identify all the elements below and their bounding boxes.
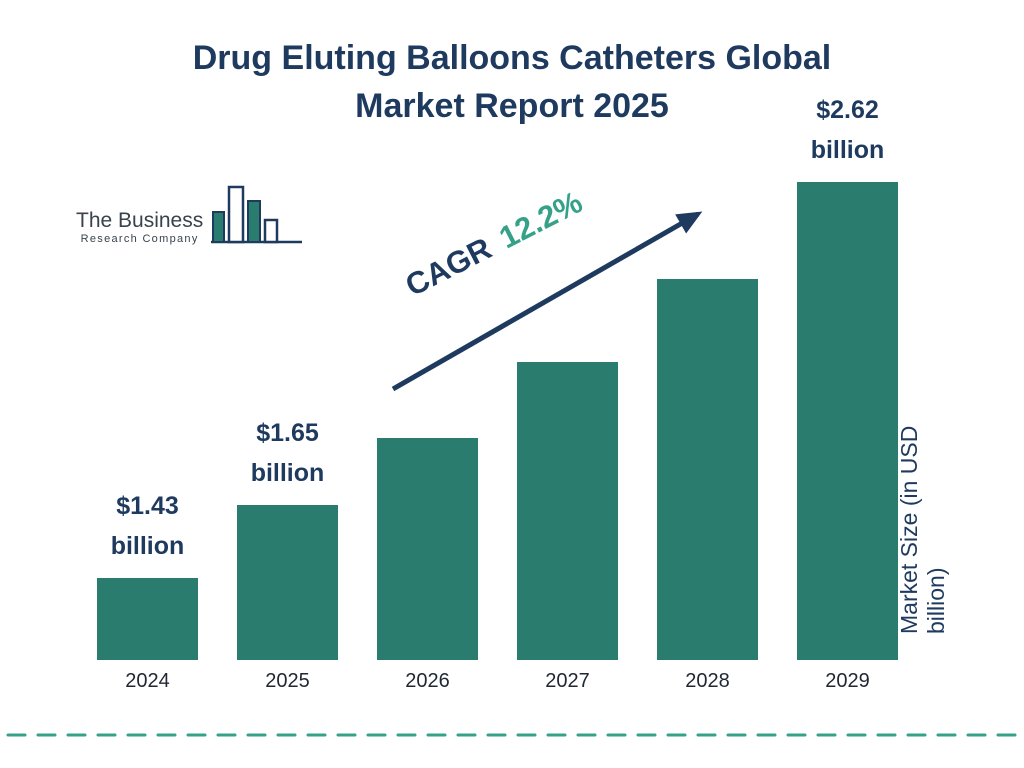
value-label-2029: $2.62 billion bbox=[773, 90, 923, 170]
x-axis-label-2026: 2026 bbox=[405, 670, 450, 692]
x-axis-label-2029: 2029 bbox=[825, 670, 870, 692]
bar-2024 bbox=[97, 578, 198, 660]
bar-2029 bbox=[797, 182, 898, 660]
value-label-unit: billion bbox=[250, 459, 325, 487]
logo-text-secondary: Research Company bbox=[80, 233, 199, 245]
page-title-line1: Drug Eluting Balloons Catheters Global bbox=[192, 39, 832, 77]
x-axis-label-2028: 2028 bbox=[685, 670, 730, 692]
x-axis-label-2025: 2025 bbox=[265, 670, 310, 692]
bar-2028 bbox=[657, 279, 758, 660]
value-label-2025: $1.65 billion bbox=[213, 413, 363, 493]
bar-2027 bbox=[517, 362, 618, 660]
bar-2025 bbox=[237, 505, 338, 660]
bar-2026 bbox=[377, 438, 478, 660]
x-axis-label-2024: 2024 bbox=[125, 670, 170, 692]
company-logo-text: The Business Research Company bbox=[76, 209, 203, 248]
value-label-amount: $1.43 bbox=[116, 492, 179, 520]
value-label-amount: $2.62 bbox=[816, 96, 879, 124]
x-axis-label-2027: 2027 bbox=[545, 670, 590, 692]
logo-text-primary: The Business bbox=[76, 209, 204, 232]
company-logo: The Business Research Company bbox=[76, 184, 304, 248]
value-label-2024: $1.43 billion bbox=[73, 486, 223, 566]
page-title-line2: Market Report 2025 bbox=[355, 87, 669, 125]
page-title: Drug Eluting Balloons Catheters Global M… bbox=[0, 34, 1024, 130]
y-axis-title: Market Size (in USD billion) bbox=[896, 425, 949, 634]
bar-chart-logo-icon bbox=[211, 185, 303, 244]
value-label-unit: billion bbox=[110, 532, 185, 560]
value-label-amount: $1.65 bbox=[256, 419, 319, 447]
value-label-unit: billion bbox=[810, 136, 885, 164]
